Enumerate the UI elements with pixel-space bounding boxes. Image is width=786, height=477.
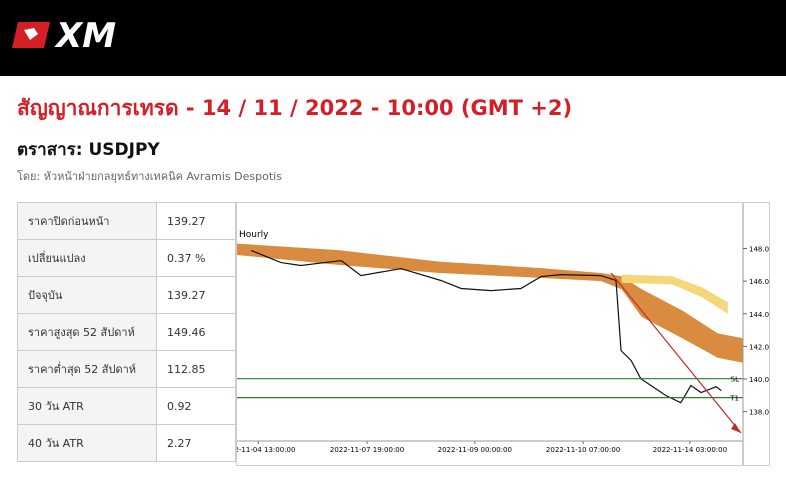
chart-title: Hourly xyxy=(239,230,269,240)
chart-box: 2022-11-04 13:00:00 2022-11-07 19:00:00 20… xyxy=(236,202,774,466)
logo-text: XM xyxy=(54,16,116,56)
y-tick-label: 142.00 xyxy=(749,343,769,351)
level-label: SL xyxy=(731,376,739,384)
stat-value: 0.37 % xyxy=(156,239,236,277)
arrow-head xyxy=(731,423,741,433)
stat-label: ราคาปิดก่อนหน้า xyxy=(17,202,157,240)
logo: XM xyxy=(12,16,116,56)
stat-value: 0.92 xyxy=(156,387,236,425)
y-tick-label: 148.00 xyxy=(749,246,769,254)
y-tick-label: 144.00 xyxy=(749,311,769,319)
stat-value: 149.46 xyxy=(156,313,236,351)
stat-value: 112.85 xyxy=(156,350,236,388)
author: โดย: หัวหน้าฝ่ายกลยุทธ์ทางเทคนิค Avramis… xyxy=(17,170,282,183)
title: สัญญาณการเทรด - 14 / 11 / 2022 - 10:00 (… xyxy=(17,96,573,120)
table-row: ราคาต่ำสุด 52 สัปดาห์ 112.85 xyxy=(17,350,236,388)
y-tick-label: 138.00 xyxy=(749,409,769,417)
trend-arrow xyxy=(610,272,742,434)
stat-label: เปลี่ยนแปลง xyxy=(17,239,157,277)
x-tick-label: 2022-11-09 00:00:00 xyxy=(438,446,512,454)
instrument: ตราสาร: USDJPY xyxy=(17,140,160,160)
indicator-band xyxy=(621,274,728,314)
x-tick-label: 2022-11-14 03:00:00 xyxy=(653,446,727,454)
table-row: เปลี่ยนแปลง 0.37 % xyxy=(17,239,236,277)
stats-table: ราคาปิดก่อนหน้า 139.27 เปลี่ยนแปลง 0.37 % ปั… xyxy=(17,202,236,462)
price-line xyxy=(250,249,722,404)
y-tick-label: 146.00 xyxy=(749,278,769,286)
level-label: T1 xyxy=(729,395,739,403)
y-tick-label: 140.00 xyxy=(749,376,769,384)
table-row: ปัจจุบัน 139.27 xyxy=(17,276,236,314)
stat-value: 139.27 xyxy=(156,202,236,240)
table-row: 30 วัน ATR 0.92 xyxy=(17,387,236,425)
stat-label: ราคาต่ำสุด 52 สัปดาห์ xyxy=(17,350,157,388)
chart: 2022-11-04 13:00:00 2022-11-07 19:00:00 20… xyxy=(237,203,774,465)
stat-value: 139.27 xyxy=(156,276,236,314)
x-tick-label: 2022-11-04 13:00:00 xyxy=(237,446,295,454)
stat-label: ปัจจุบัน xyxy=(17,276,157,314)
table-row: ราคาปิดก่อนหน้า 139.27 xyxy=(17,202,236,240)
logo-bull xyxy=(24,28,38,40)
header: XM xyxy=(0,0,786,76)
table-row: 40 วัน ATR 2.27 xyxy=(17,424,236,462)
stat-label: 30 วัน ATR xyxy=(17,387,157,425)
stat-label: ราคาสูงสุด 52 สัปดาห์ xyxy=(17,313,157,351)
indicator-band xyxy=(237,243,743,363)
plot: 2022-11-04 13:00:00 2022-11-07 19:00:00 20… xyxy=(237,243,743,454)
table-row: ราคาสูงสุด 52 สัปดาห์ 149.46 xyxy=(17,313,236,351)
stat-label: 40 วัน ATR xyxy=(17,424,157,462)
x-tick-label: 2022-11-10 07:00:00 xyxy=(546,446,620,454)
x-tick-label: 2022-11-07 19:00:00 xyxy=(330,446,404,454)
stat-value: 2.27 xyxy=(156,424,236,462)
